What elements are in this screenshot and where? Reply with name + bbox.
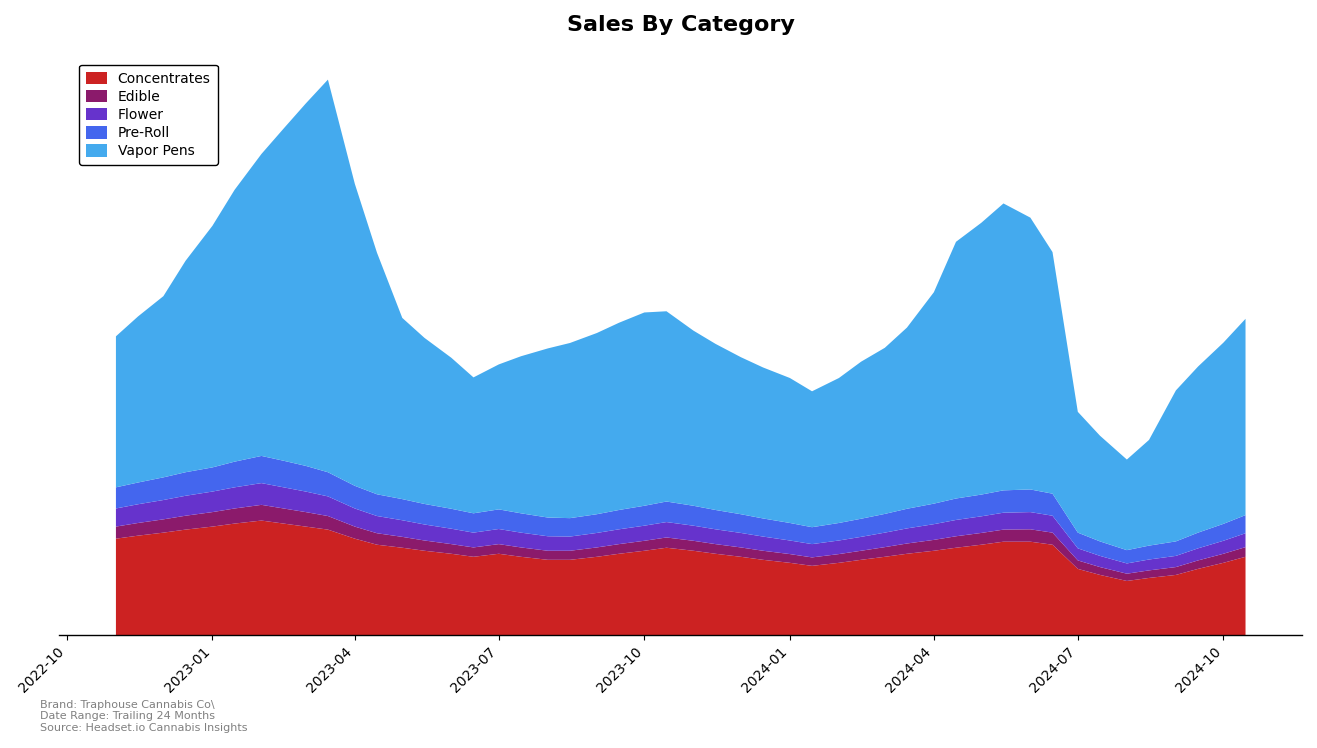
Title: Sales By Category: Sales By Category	[566, 15, 794, 35]
Text: Brand: Traphouse Cannabis Co\
Date Range: Trailing 24 Months
Source: Headset.io : Brand: Traphouse Cannabis Co\ Date Range…	[40, 700, 248, 733]
Legend: Concentrates, Edible, Flower, Pre-Roll, Vapor Pens: Concentrates, Edible, Flower, Pre-Roll, …	[79, 64, 217, 165]
